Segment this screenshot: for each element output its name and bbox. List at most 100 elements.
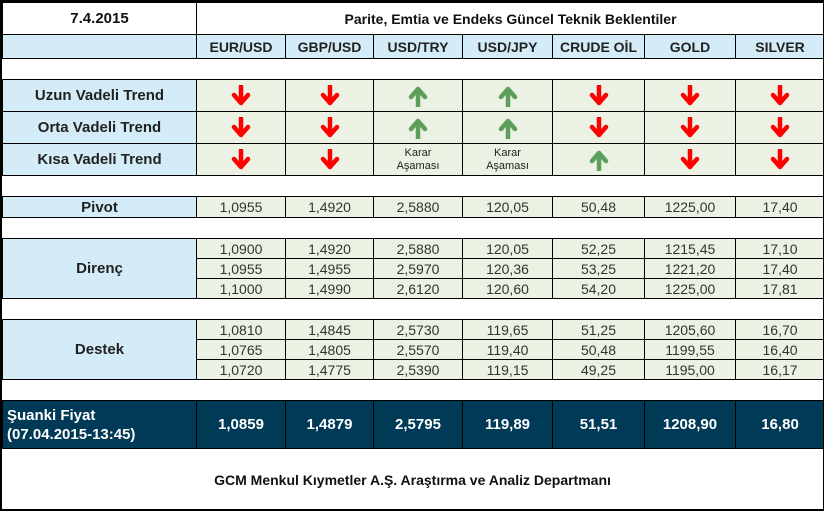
destek-value: 1205,60 bbox=[644, 319, 736, 340]
arrow-down-icon bbox=[196, 111, 286, 144]
destek-value: 1,4845 bbox=[285, 319, 374, 340]
arrow-up-icon bbox=[373, 111, 463, 144]
direnc-value: 1,4920 bbox=[285, 238, 374, 259]
arrow-up-icon bbox=[552, 143, 645, 176]
arrow-down-icon bbox=[644, 79, 736, 112]
direnc-row: 1,0955 1,4955 2,5970 120,36 53,25 1221,20 17,4… bbox=[3, 258, 823, 279]
direnc-value: 54,20 bbox=[552, 278, 645, 299]
arrow-up-icon bbox=[462, 79, 553, 112]
spacer bbox=[2, 217, 823, 239]
destek-value: 2,5570 bbox=[373, 339, 463, 360]
direnc-value: 1221,20 bbox=[644, 258, 736, 279]
footer: GCM Menkul Kıymetler A.Ş. Araştırma ve A… bbox=[214, 472, 611, 488]
direnc-value: 120,60 bbox=[462, 278, 553, 299]
date: 7.4.2015 bbox=[2, 2, 197, 35]
arrow-down-icon bbox=[644, 111, 736, 144]
column-header: USD/TRY bbox=[373, 34, 463, 59]
spacer bbox=[2, 298, 823, 320]
direnc-value: 17,81 bbox=[734, 278, 823, 299]
destek-value: 1,0810 bbox=[196, 319, 286, 340]
current-price-label: Şuanki Fiyat (07.04.2015-13:45) bbox=[2, 400, 197, 449]
destek-value: 1,0765 bbox=[196, 339, 286, 360]
arrow-down-icon bbox=[734, 143, 823, 176]
destek-value: 119,65 bbox=[462, 319, 553, 340]
arrow-down-icon bbox=[196, 79, 286, 112]
header-empty bbox=[2, 34, 197, 59]
arrow-down-icon bbox=[285, 143, 374, 176]
destek-value: 49,25 bbox=[552, 359, 645, 380]
pivot-value: 120,05 bbox=[462, 196, 553, 218]
pivot-value: 1,4920 bbox=[285, 196, 374, 218]
pivot-value: 2,5880 bbox=[373, 196, 463, 218]
arrow-up-icon bbox=[373, 79, 463, 112]
spacer bbox=[2, 58, 823, 80]
arrow-down-icon bbox=[285, 111, 374, 144]
current-price: 51,51 bbox=[552, 400, 645, 449]
current-price: 2,5795 bbox=[373, 400, 463, 449]
direnc-value: 1,4955 bbox=[285, 258, 374, 279]
destek-row: Destek 1,0810 1,4845 2,5730 119,65 51,25 1205,… bbox=[2, 319, 823, 380]
arrow-down-icon bbox=[644, 143, 736, 176]
destek-row: 1,0720 1,4775 2,5390 119,15 49,25 1195,00 16,1… bbox=[3, 359, 823, 380]
destek-value: 2,5730 bbox=[373, 319, 463, 340]
current-price: 1,0859 bbox=[196, 400, 286, 449]
pivot-value: 1225,00 bbox=[644, 196, 736, 218]
direnc-value: 53,25 bbox=[552, 258, 645, 279]
arrow-down-icon bbox=[285, 79, 374, 112]
destek-value: 16,70 bbox=[734, 319, 823, 340]
direnc-value: 52,25 bbox=[552, 238, 645, 259]
current-label-line2: (07.04.2015-13:45) bbox=[7, 425, 136, 443]
direnc-value: 2,6120 bbox=[373, 278, 463, 299]
destek-value: 119,40 bbox=[462, 339, 553, 360]
pivot-label: Pivot bbox=[2, 196, 197, 218]
direnc-value: 1,0900 bbox=[196, 238, 286, 259]
trend-label: Uzun Vadeli Trend bbox=[2, 79, 197, 112]
spacer bbox=[2, 379, 823, 401]
arrow-down-icon bbox=[734, 111, 823, 144]
trend-label: Orta Vadeli Trend bbox=[2, 111, 197, 144]
destek-value: 1,4805 bbox=[285, 339, 374, 360]
direnc-value: 1,0955 bbox=[196, 258, 286, 279]
pivot-value: 50,48 bbox=[552, 196, 645, 218]
column-header: SILVER bbox=[734, 34, 823, 59]
destek-value: 119,15 bbox=[462, 359, 553, 380]
current-price: 1,4879 bbox=[285, 400, 374, 449]
direnc-value: 1,1000 bbox=[196, 278, 286, 299]
column-header: GOLD bbox=[644, 34, 736, 59]
trend-row: Uzun Vadeli Trend bbox=[2, 79, 823, 112]
direnc-value: 2,5880 bbox=[373, 238, 463, 259]
direnc-value: 1215,45 bbox=[644, 238, 736, 259]
current-price: 16,80 bbox=[734, 400, 823, 449]
direnc-row: 1,1000 1,4990 2,6120 120,60 54,20 1225,00 17,8… bbox=[3, 278, 823, 299]
pivot-value: 17,40 bbox=[734, 196, 823, 218]
trend-text: Karar Aşaması bbox=[462, 143, 553, 176]
page-title: Parite, Emtia ve Endeks Güncel Teknik Be… bbox=[195, 2, 823, 35]
destek-value: 2,5390 bbox=[373, 359, 463, 380]
arrow-down-icon bbox=[552, 79, 645, 112]
destek-value: 16,17 bbox=[734, 359, 823, 380]
arrow-down-icon bbox=[552, 111, 645, 144]
column-header: USD/JPY bbox=[462, 34, 553, 59]
arrow-up-icon bbox=[462, 111, 553, 144]
destek-value: 51,25 bbox=[552, 319, 645, 340]
destek-value: 1195,00 bbox=[644, 359, 736, 380]
column-header: CRUDE OİL bbox=[552, 34, 645, 59]
arrow-down-icon bbox=[196, 143, 286, 176]
destek-label: Destek bbox=[2, 319, 197, 380]
direnc-value: 1225,00 bbox=[644, 278, 736, 299]
column-header: GBP/USD bbox=[285, 34, 374, 59]
direnc-label: Direnç bbox=[2, 238, 197, 299]
direnc-value: 1,4990 bbox=[285, 278, 374, 299]
pivot-value: 1,0955 bbox=[196, 196, 286, 218]
column-header: EUR/USD bbox=[196, 34, 286, 59]
trend-label: Kısa Vadeli Trend bbox=[2, 143, 197, 176]
spacer bbox=[2, 175, 823, 197]
destek-value: 16,40 bbox=[734, 339, 823, 360]
direnc-value: 17,10 bbox=[734, 238, 823, 259]
destek-value: 1,4775 bbox=[285, 359, 374, 380]
current-price: 119,89 bbox=[462, 400, 553, 449]
current-price: 1208,90 bbox=[644, 400, 736, 449]
destek-value: 1199,55 bbox=[644, 339, 736, 360]
direnc-value: 2,5970 bbox=[373, 258, 463, 279]
